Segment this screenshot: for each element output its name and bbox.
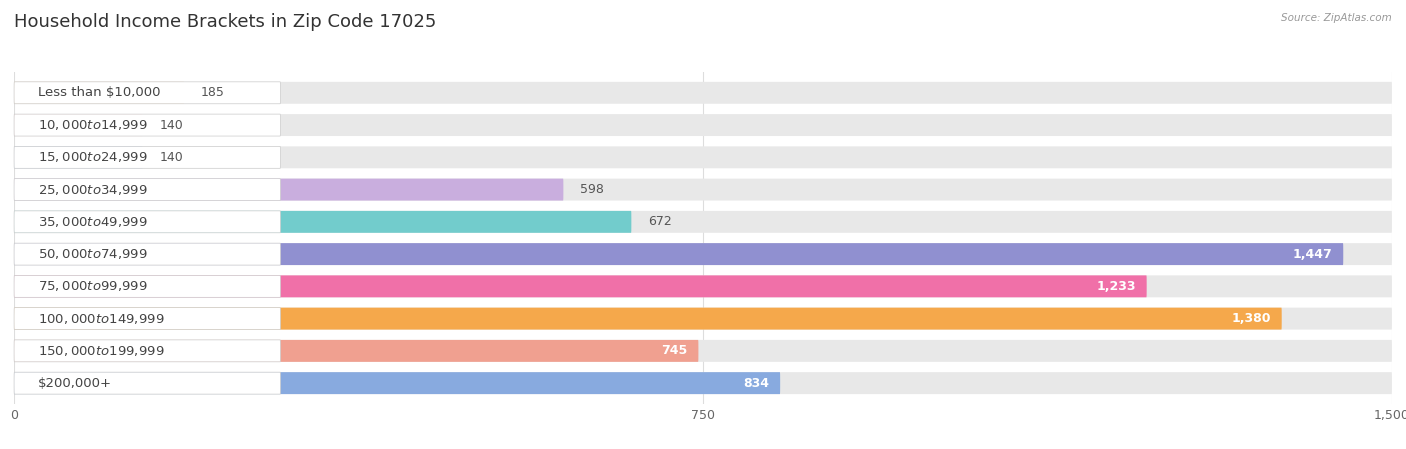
Text: $25,000 to $34,999: $25,000 to $34,999 [38, 183, 148, 197]
Text: $100,000 to $149,999: $100,000 to $149,999 [38, 312, 165, 326]
FancyBboxPatch shape [14, 340, 280, 362]
Text: 1,233: 1,233 [1097, 280, 1136, 293]
FancyBboxPatch shape [14, 308, 1392, 330]
FancyBboxPatch shape [14, 211, 280, 233]
FancyBboxPatch shape [14, 275, 1147, 297]
Text: 1,380: 1,380 [1232, 312, 1271, 325]
FancyBboxPatch shape [14, 114, 280, 136]
FancyBboxPatch shape [14, 372, 1392, 394]
FancyBboxPatch shape [14, 82, 1392, 104]
Text: $150,000 to $199,999: $150,000 to $199,999 [38, 344, 165, 358]
FancyBboxPatch shape [14, 340, 699, 362]
FancyBboxPatch shape [14, 243, 1343, 265]
Text: $15,000 to $24,999: $15,000 to $24,999 [38, 150, 148, 164]
FancyBboxPatch shape [14, 114, 142, 136]
Text: 185: 185 [201, 86, 225, 99]
FancyBboxPatch shape [14, 146, 142, 168]
Text: 140: 140 [159, 119, 183, 132]
Text: 598: 598 [579, 183, 603, 196]
Text: Household Income Brackets in Zip Code 17025: Household Income Brackets in Zip Code 17… [14, 13, 436, 31]
FancyBboxPatch shape [14, 82, 184, 104]
FancyBboxPatch shape [14, 179, 1392, 201]
Text: 745: 745 [661, 344, 688, 357]
FancyBboxPatch shape [14, 146, 280, 168]
Text: 140: 140 [159, 151, 183, 164]
Text: 672: 672 [648, 216, 672, 229]
Text: $50,000 to $74,999: $50,000 to $74,999 [38, 247, 148, 261]
FancyBboxPatch shape [14, 211, 631, 233]
FancyBboxPatch shape [14, 308, 1282, 330]
FancyBboxPatch shape [14, 243, 280, 265]
Text: 1,447: 1,447 [1292, 247, 1333, 260]
FancyBboxPatch shape [14, 275, 280, 297]
FancyBboxPatch shape [14, 114, 1392, 136]
FancyBboxPatch shape [14, 372, 780, 394]
Text: 834: 834 [744, 377, 769, 390]
Text: $10,000 to $14,999: $10,000 to $14,999 [38, 118, 148, 132]
FancyBboxPatch shape [14, 340, 1392, 362]
Text: Source: ZipAtlas.com: Source: ZipAtlas.com [1281, 13, 1392, 23]
FancyBboxPatch shape [14, 146, 1392, 168]
Text: Less than $10,000: Less than $10,000 [38, 86, 160, 99]
FancyBboxPatch shape [14, 372, 280, 394]
FancyBboxPatch shape [14, 275, 1392, 297]
Text: $35,000 to $49,999: $35,000 to $49,999 [38, 215, 148, 229]
Text: $200,000+: $200,000+ [38, 377, 112, 390]
Text: $75,000 to $99,999: $75,000 to $99,999 [38, 279, 148, 293]
FancyBboxPatch shape [14, 82, 280, 104]
FancyBboxPatch shape [14, 308, 280, 330]
FancyBboxPatch shape [14, 179, 280, 201]
FancyBboxPatch shape [14, 243, 1392, 265]
FancyBboxPatch shape [14, 211, 1392, 233]
FancyBboxPatch shape [14, 179, 564, 201]
